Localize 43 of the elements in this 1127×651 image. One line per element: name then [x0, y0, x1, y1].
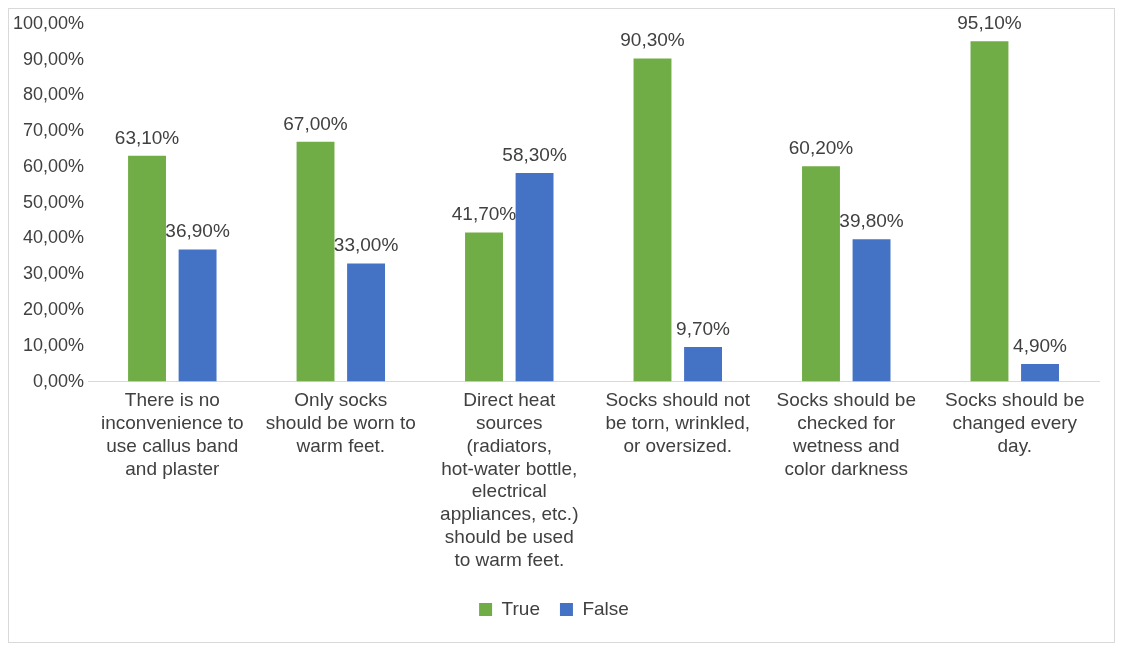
data-label: 63,10% — [114, 126, 180, 148]
x-tick-label: Socks should not be torn, wrinkled, or oversized. — [605, 389, 751, 456]
bar — [684, 346, 722, 382]
legend-label: True — [501, 597, 540, 619]
x-tick-label: Direct heat sources (radiators, hot-water bottle, electrical appliances, etc.) should be used to warm feet. — [440, 389, 579, 570]
data-label: 60,20% — [788, 136, 854, 158]
bar — [465, 232, 503, 382]
bar — [128, 155, 166, 382]
x-tick-label: Only socks should be worn to warm feet. — [265, 389, 416, 456]
bar — [515, 173, 554, 382]
bar — [802, 166, 840, 382]
y-tick-label: 20,00% — [23, 299, 85, 320]
bar — [970, 41, 1009, 382]
data-label: 95,10% — [957, 12, 1022, 34]
data-label: 4,90% — [1013, 334, 1068, 356]
y-tick-label: 100,00% — [13, 12, 85, 33]
bar — [347, 263, 386, 382]
data-label: 41,70% — [451, 203, 517, 225]
y-tick-label: 90,00% — [23, 48, 85, 69]
y-tick-label: 50,00% — [23, 191, 85, 212]
y-tick-label: 30,00% — [23, 263, 85, 284]
y-tick-label: 60,00% — [23, 155, 85, 176]
data-label: 9,70% — [676, 317, 731, 339]
data-label: 67,00% — [283, 112, 348, 134]
x-tick-label: There is no inconvenience to use callus band and plaster — [101, 389, 244, 479]
y-tick-label: 10,00% — [23, 334, 85, 355]
data-label: 58,30% — [502, 143, 567, 165]
data-label: 36,90% — [165, 220, 230, 242]
bar — [178, 249, 217, 382]
x-tick-label: Socks should be changed every day. — [945, 389, 1085, 456]
data-label: 90,30% — [620, 29, 685, 51]
bar — [852, 239, 891, 382]
bar — [1021, 364, 1059, 382]
x-tick-label: Socks should be checked for wetness and color darkness — [776, 389, 916, 479]
bar — [633, 58, 672, 382]
data-label: 39,80% — [839, 209, 904, 231]
bar — [296, 141, 335, 382]
y-tick-label: 70,00% — [23, 120, 85, 141]
legend-label: False — [582, 597, 629, 619]
y-tick-label: 80,00% — [23, 84, 85, 105]
y-tick-label: 0,00% — [33, 370, 85, 391]
data-label: 33,00% — [333, 234, 399, 256]
y-tick-label: 40,00% — [23, 227, 85, 248]
